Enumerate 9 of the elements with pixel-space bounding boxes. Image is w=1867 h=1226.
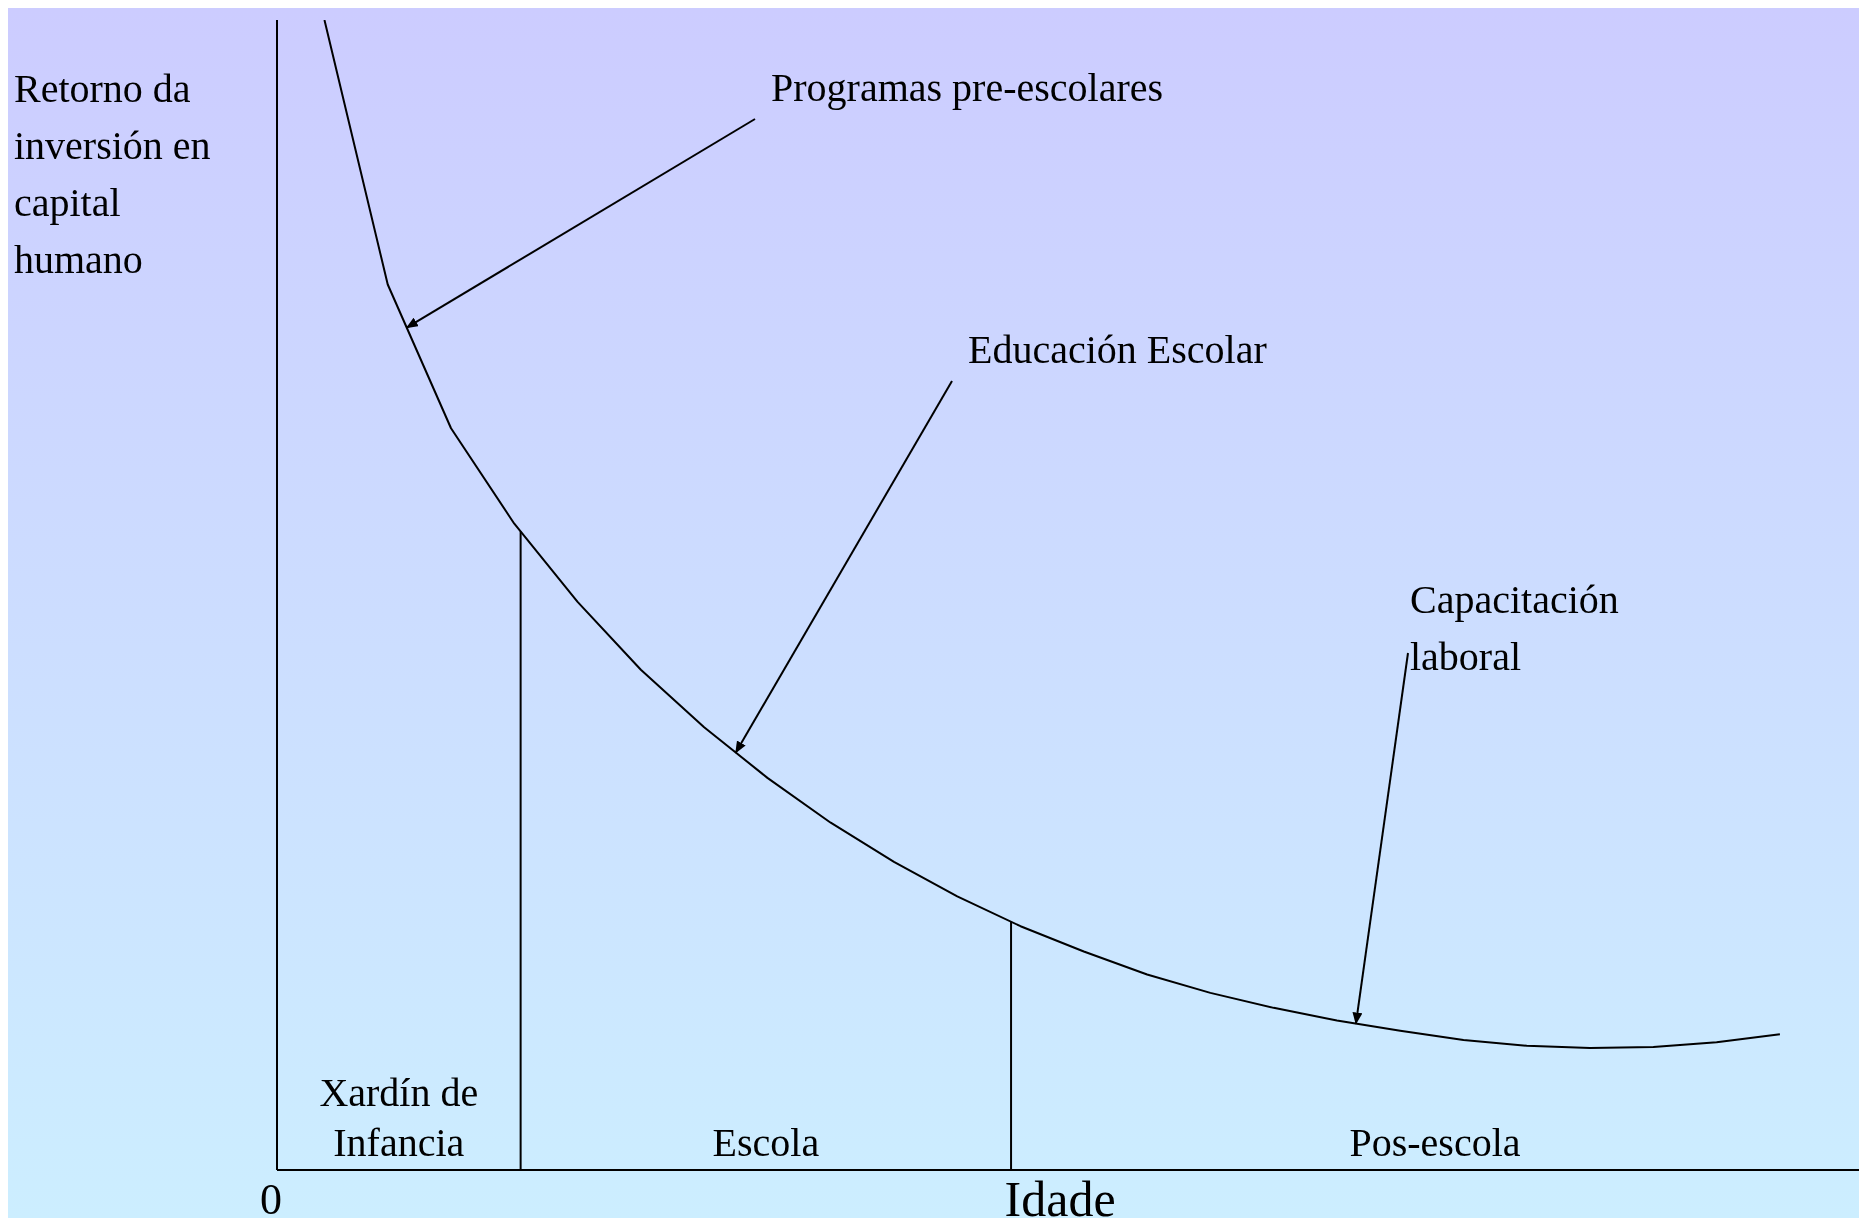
annotation: Programas pre-escolares [771, 65, 1164, 110]
annotation: Pos-escola [1349, 1120, 1521, 1165]
annotation: Escola [712, 1120, 820, 1165]
y-axis-title: Retorno da inversión en capital humano [14, 65, 212, 284]
annotation: Educación Escolar [968, 327, 1267, 372]
annotation: Capacitación laboral [1410, 577, 1619, 679]
annotation: Xardín de Infancia [319, 1070, 479, 1165]
x-axis-title: Idade [1004, 1171, 1116, 1226]
text: 0 [260, 1175, 282, 1224]
